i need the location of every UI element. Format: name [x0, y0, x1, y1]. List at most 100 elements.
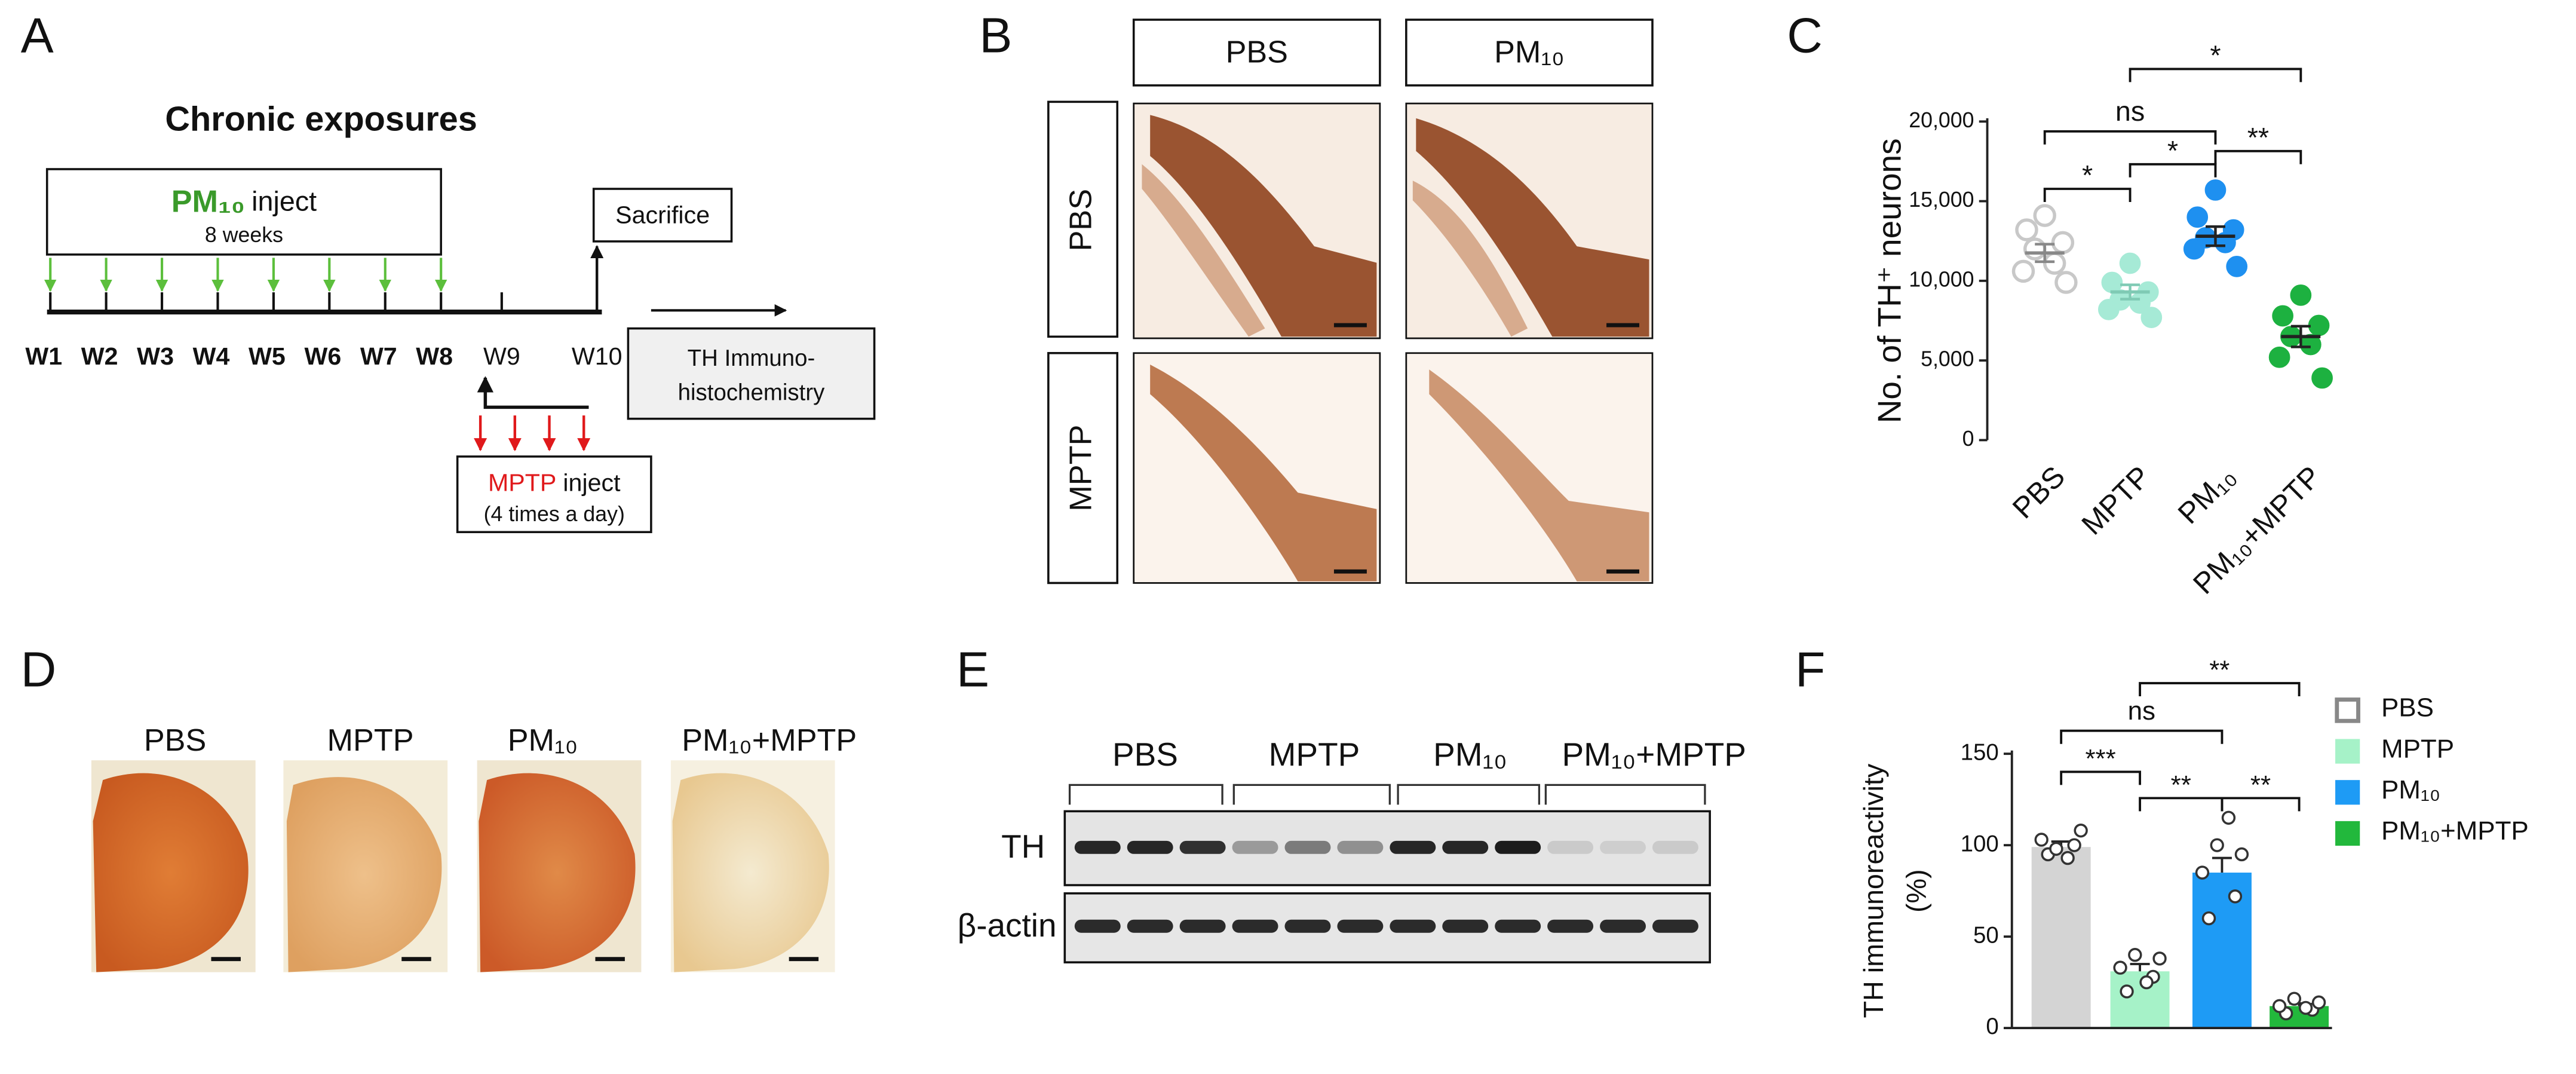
y-tick-label: 20,000 — [1909, 108, 1974, 132]
week-label: W6 — [304, 342, 341, 370]
data-point — [2183, 238, 2205, 260]
y-tick-label: 100 — [1961, 831, 1999, 856]
micrograph — [1133, 102, 1381, 339]
micrograph — [1405, 352, 1654, 584]
legend-label: PBS — [2381, 693, 2434, 723]
y-tick-label: 0 — [1986, 1014, 1998, 1039]
stain — [1412, 180, 1528, 337]
week-label: W1 — [25, 342, 62, 370]
panel-letter: B — [979, 8, 1012, 63]
error-bar — [2205, 225, 2225, 247]
image-label: PM₁₀+MPTP — [682, 723, 857, 758]
column-header-box — [1132, 19, 1381, 87]
data-point — [2067, 838, 2081, 852]
legend-swatch — [2335, 821, 2360, 846]
stain — [93, 773, 249, 972]
data-point — [2308, 314, 2330, 336]
row-header: PBS — [1063, 189, 1098, 251]
stain — [1142, 164, 1265, 337]
mptp-arrows — [474, 415, 591, 452]
y-tick-label: 0 — [1962, 427, 1974, 451]
pm-inject-label: PM₁₀ inject — [171, 185, 317, 219]
panel-letter: A — [21, 8, 54, 63]
mptp-box — [456, 455, 652, 534]
error-bar — [2290, 325, 2311, 348]
stain — [286, 777, 442, 972]
actin-band — [1652, 919, 1698, 933]
x-tick-label: MPTP — [2075, 460, 2157, 541]
mptp-agent: MPTP — [488, 469, 556, 496]
actin-band — [1547, 919, 1594, 933]
legend-label: MPTP — [2381, 734, 2454, 763]
sacrifice-label: Sacrifice — [615, 201, 710, 229]
data-point — [2074, 824, 2088, 838]
data-point — [2140, 307, 2163, 329]
actin-band — [1495, 919, 1541, 933]
data-point — [2049, 842, 2063, 856]
analysis-label: TH Immuno- — [688, 345, 815, 371]
legend-label: PM₁₀+MPTP — [2381, 816, 2529, 846]
week-label: W2 — [81, 342, 118, 370]
week-label: W5 — [249, 342, 286, 370]
actin-band — [1074, 919, 1121, 933]
significance-label: * — [2082, 160, 2093, 191]
data-point — [2298, 1000, 2313, 1015]
data-point — [2033, 204, 2056, 227]
error-bar — [2120, 283, 2140, 301]
data-point — [2201, 911, 2216, 926]
legend-label: PM₁₀ — [2381, 775, 2440, 804]
lane-bracket — [1232, 784, 1391, 805]
data-point — [2120, 984, 2134, 999]
y-axis-label: (%) — [1900, 869, 1931, 913]
data-point — [2272, 999, 2287, 1014]
stain — [1416, 118, 1649, 337]
image-label: PM₁₀ — [508, 723, 578, 758]
error-bar — [2212, 856, 2232, 873]
lane-group-label: PM₁₀ — [1433, 736, 1507, 773]
pm-action: inject — [252, 186, 317, 217]
actin-band — [1600, 919, 1646, 933]
micrograph — [1133, 352, 1381, 584]
stain — [672, 773, 829, 972]
week-ticks: W1 W2 W3 W4 W5 W6 W7 W8 W9 W10 — [25, 292, 622, 370]
data-point — [2128, 948, 2142, 962]
y-axis-label: No. of TH⁺ neurons — [1871, 138, 1908, 423]
stain — [1429, 369, 1649, 582]
sacrifice-box — [592, 188, 733, 243]
pm-box — [45, 168, 442, 256]
panel-title: Chronic exposures — [165, 100, 477, 139]
image-label: MPTP — [327, 723, 414, 758]
week-label: W4 — [193, 342, 230, 370]
panel-d: D PBS MPTP PM₁₀ PM₁₀+MPTP — [21, 642, 857, 972]
th-band — [1179, 840, 1226, 854]
stain — [1150, 115, 1377, 337]
th-band — [1127, 840, 1173, 854]
panel-letter: E — [956, 642, 989, 697]
data-point — [2139, 975, 2154, 990]
row-header: MPTP — [1063, 425, 1098, 512]
data-point — [2272, 305, 2293, 327]
lane-group-label: PBS — [1112, 736, 1178, 773]
th-band — [1284, 840, 1331, 854]
th-band — [1232, 840, 1278, 854]
significance-label: * — [2167, 135, 2178, 166]
data-point — [2152, 951, 2167, 966]
y-tick-label: 5,000 — [1921, 347, 1974, 371]
error-bar — [2130, 963, 2150, 972]
week-label: W7 — [360, 342, 397, 370]
section-image — [283, 760, 448, 972]
column-header: PM₁₀ — [1494, 35, 1565, 69]
section-image — [477, 760, 642, 972]
error-bar — [2035, 243, 2055, 264]
panel-letter: D — [21, 642, 57, 697]
panel-letter: C — [1787, 8, 1823, 63]
data-point — [2034, 833, 2048, 847]
lane-bracket — [1544, 784, 1706, 805]
pm-duration: 8 weeks — [205, 223, 283, 247]
x-tick-label: PBS — [2006, 460, 2071, 525]
significance-bracket — [2129, 163, 2217, 178]
data-point — [2186, 206, 2209, 228]
significance-bracket — [2129, 68, 2302, 82]
significance-bracket — [2043, 130, 2217, 145]
